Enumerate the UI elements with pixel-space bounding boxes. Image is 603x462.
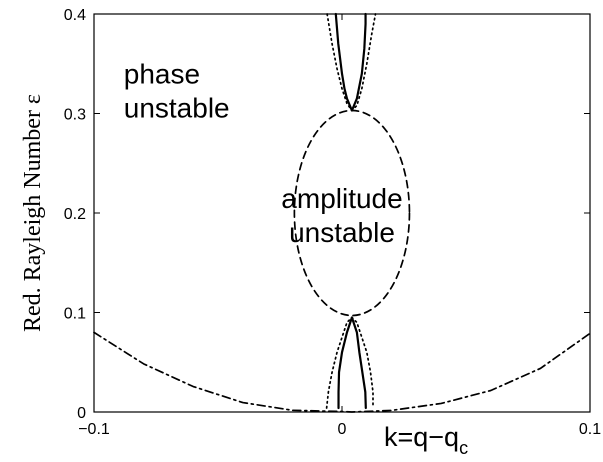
y-tick-label: 0 xyxy=(77,405,86,422)
series-solid-2 xyxy=(334,12,367,112)
series-solid-3 xyxy=(337,316,367,410)
series-dotted-5 xyxy=(325,316,374,409)
annotation-line: phase xyxy=(124,59,200,90)
annotation-line: unstable xyxy=(289,217,395,248)
x-axis-label-subscript: c xyxy=(459,438,468,458)
y-tick-label: 0.3 xyxy=(64,107,86,124)
x-axis-label-main: k=q−q xyxy=(384,422,459,452)
x-tick-label: 0 xyxy=(338,421,347,438)
x-tick-label: −0.1 xyxy=(78,421,110,438)
y-tick-label: 0.2 xyxy=(64,206,86,223)
y-tick-label: 0.1 xyxy=(64,306,86,323)
annotation-line: unstable xyxy=(124,93,230,124)
annotation-phase-unstable: phase unstable xyxy=(124,59,230,124)
x-axis-label: k=q−qc xyxy=(384,422,468,458)
ticks-layer xyxy=(93,13,591,413)
x-tick-label: 0.1 xyxy=(579,421,601,438)
series-dashdot-0 xyxy=(93,331,591,413)
annotation-line: amplitude xyxy=(281,183,402,214)
y-axis-label: Red. Rayleigh Number ε xyxy=(20,94,46,332)
y-tick-label: 0.4 xyxy=(64,7,86,24)
annotation-amplitude-unstable: amplitude unstable xyxy=(281,183,402,248)
series-dotted-4 xyxy=(326,13,377,112)
